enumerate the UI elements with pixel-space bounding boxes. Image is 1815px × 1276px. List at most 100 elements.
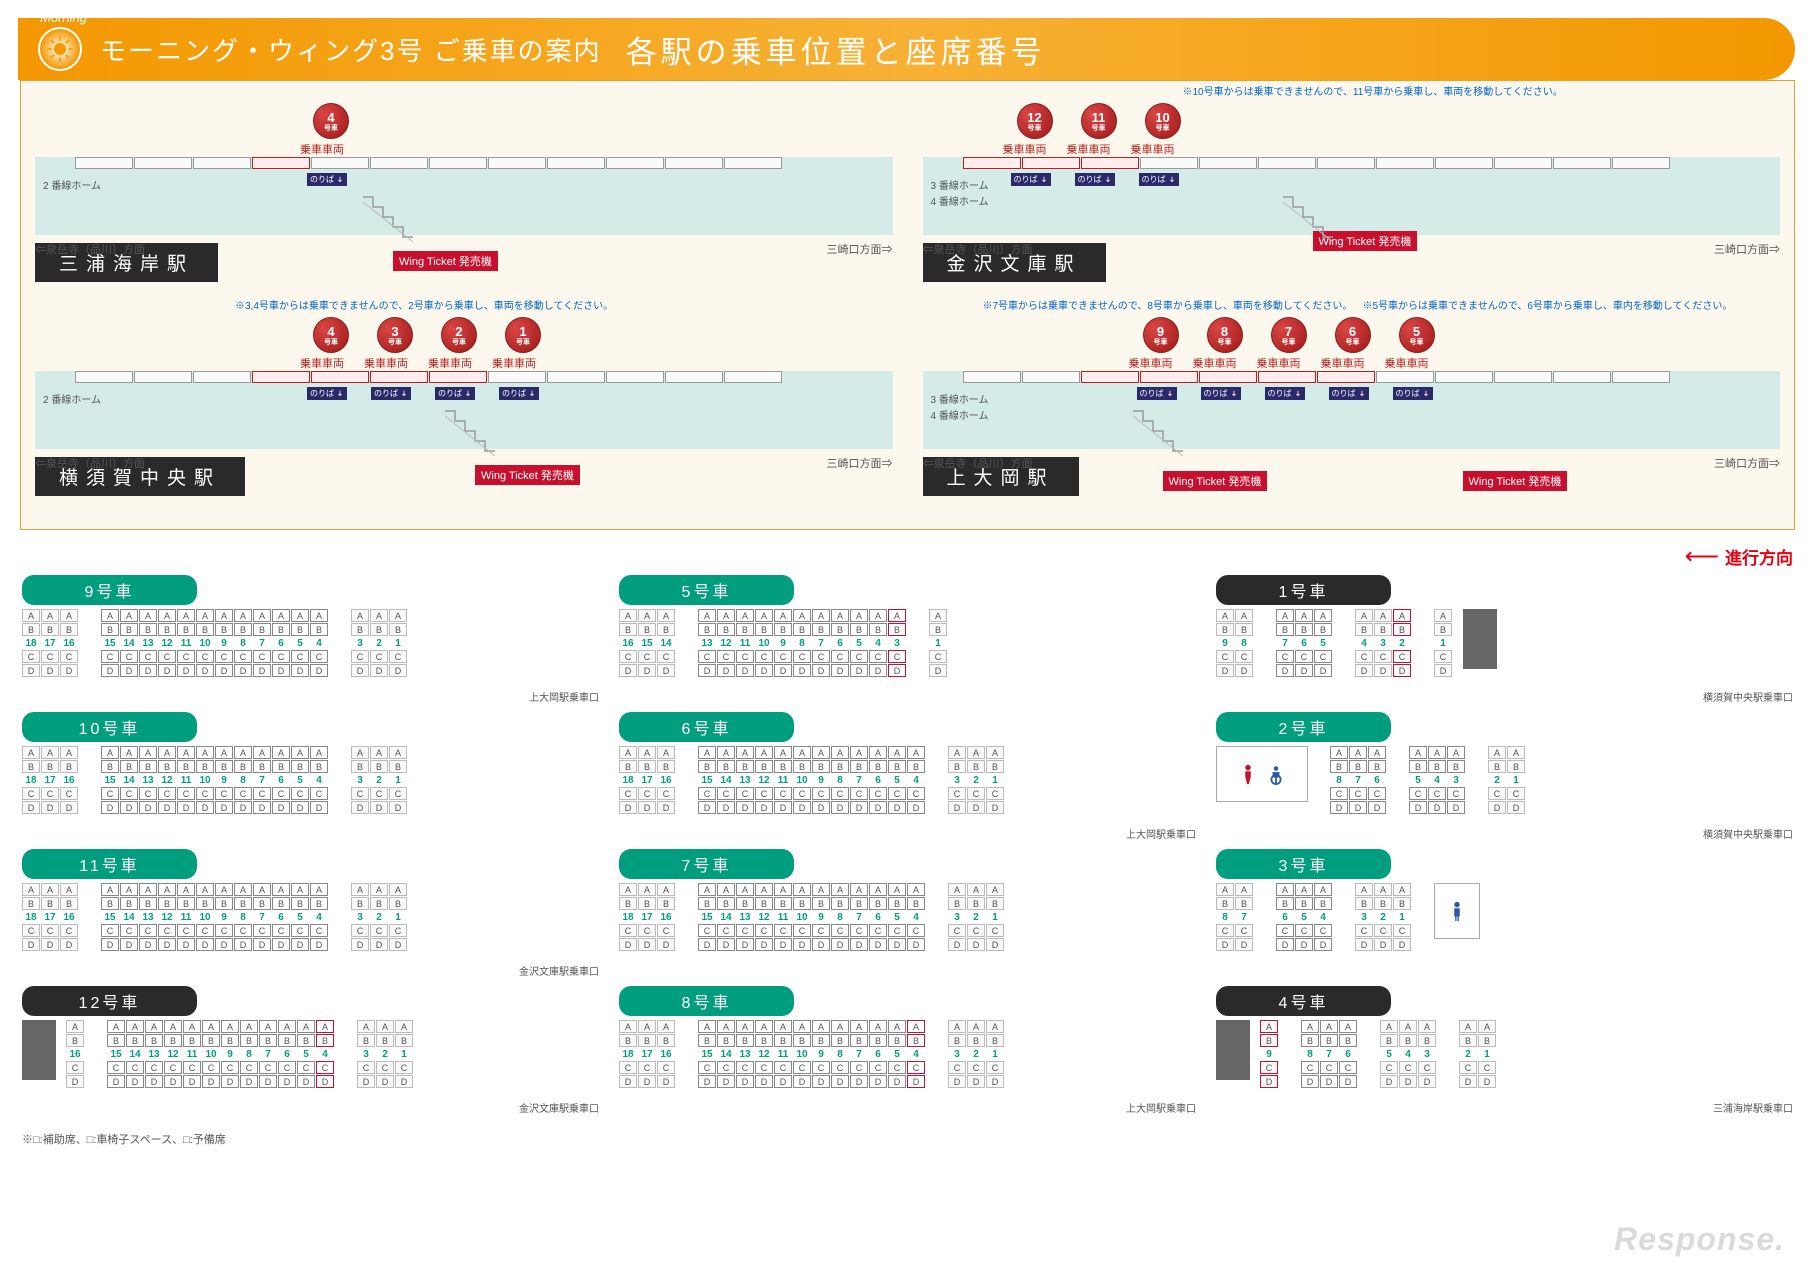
seat-number: 3 <box>954 911 960 924</box>
seat-14C: C <box>120 650 138 663</box>
seat-number: 18 <box>25 774 36 787</box>
seat-number: 8 <box>1222 911 1228 924</box>
seat-4D: D <box>1428 801 1446 814</box>
seat-number: 2 <box>1494 774 1500 787</box>
seat-8C: C <box>1330 787 1348 800</box>
seat-number: 8 <box>240 774 246 787</box>
seat-12C: C <box>755 787 773 800</box>
seat-6D: D <box>1295 664 1313 677</box>
seat-17B: B <box>41 623 59 636</box>
train-illustration <box>963 371 1671 385</box>
seat-13B: B <box>139 623 157 636</box>
seat-number: 16 <box>63 911 74 924</box>
seat-number: 15 <box>104 911 115 924</box>
train-car <box>370 371 428 383</box>
seat-6D: D <box>831 664 849 677</box>
seat-number: 9 <box>221 774 227 787</box>
seat-12D: D <box>164 1075 182 1088</box>
seat-5B: B <box>850 623 868 636</box>
seat-number: 5 <box>297 637 303 650</box>
seat-column-4: AB4CD <box>1314 883 1332 961</box>
seat-column-7: AB7CD <box>1276 609 1294 687</box>
seat-3A: A <box>948 883 966 896</box>
seat-1D: D <box>1434 664 1452 677</box>
seat-15C: C <box>698 787 716 800</box>
seat-7C: C <box>259 1061 277 1074</box>
train-car <box>606 157 664 169</box>
car-cell: 3号車 AB8CDAB7CDAB6CDAB5CDAB4CDAB3CDAB2CDA… <box>1216 849 1793 978</box>
seat-7A: A <box>1320 1020 1338 1033</box>
seat-1A: A <box>986 1020 1004 1033</box>
seat-number: 1 <box>395 774 401 787</box>
seat-number: 16 <box>63 774 74 787</box>
seat-7B: B <box>253 897 271 910</box>
seat-column-12: AB12CD <box>755 746 773 824</box>
seat-column-7: AB7CD <box>1235 883 1253 961</box>
seat-1D: D <box>1507 801 1525 814</box>
seat-8C: C <box>831 924 849 937</box>
seat-column-3: AB3CD <box>351 609 369 687</box>
seat-6D: D <box>272 801 290 814</box>
seat-number: 6 <box>875 774 881 787</box>
seat-7D: D <box>1235 938 1253 951</box>
seat-6D: D <box>1339 1075 1357 1088</box>
seat-10D: D <box>793 938 811 951</box>
seat-column-6: AB6CD <box>1368 746 1386 824</box>
seat-8C: C <box>831 787 849 800</box>
seat-column-14: AB14CD <box>717 746 735 824</box>
seat-number: 1 <box>395 911 401 924</box>
seat-column-8: AB8CD <box>240 1020 258 1098</box>
seat-3C: C <box>948 787 966 800</box>
seat-16D: D <box>60 938 78 951</box>
seat-5A: A <box>1295 883 1313 896</box>
door-label: 上大岡駅乗車口 <box>619 826 1196 841</box>
seat-8B: B <box>1216 897 1234 910</box>
seat-column-6: AB6CD <box>278 1020 296 1098</box>
seat-14D: D <box>120 664 138 677</box>
seat-number: 14 <box>720 911 731 924</box>
seat-4A: A <box>310 883 328 896</box>
seat-13D: D <box>736 938 754 951</box>
seat-6C: C <box>869 787 887 800</box>
seat-16A: A <box>619 609 637 622</box>
seat-11D: D <box>177 938 195 951</box>
seat-4B: B <box>869 623 887 636</box>
train-car <box>1494 157 1552 169</box>
seat-6A: A <box>272 746 290 759</box>
car-boarding-label: 乗車車両 <box>300 355 344 371</box>
seat-number: 12 <box>758 1048 769 1061</box>
seat-3D: D <box>351 664 369 677</box>
seat-7A: A <box>259 1020 277 1033</box>
seat-column-12: AB12CD <box>158 609 176 687</box>
seat-5C: C <box>888 787 906 800</box>
seat-column-13: AB13CD <box>698 609 716 687</box>
seat-column-11: AB11CD <box>774 746 792 824</box>
seat-6C: C <box>1295 650 1313 663</box>
seat-3B: B <box>351 623 369 636</box>
seat-10A: A <box>793 746 811 759</box>
seat-14D: D <box>120 938 138 951</box>
seat-number: 5 <box>1301 911 1307 924</box>
seat-14A: A <box>717 1020 735 1033</box>
seat-2A: A <box>1459 1020 1477 1033</box>
seat-number: 10 <box>796 911 807 924</box>
platform-label-2: 4 番線ホーム <box>931 407 989 422</box>
seat-number: 1 <box>992 774 998 787</box>
seat-number: 3 <box>1424 1048 1430 1061</box>
seat-14B: B <box>717 1034 735 1047</box>
seat-17C: C <box>41 650 59 663</box>
seat-10A: A <box>793 883 811 896</box>
seat-4A: A <box>316 1020 334 1033</box>
seat-7C: C <box>812 650 830 663</box>
seat-1B: B <box>1478 1034 1496 1047</box>
seat-1B: B <box>389 623 407 636</box>
seat-number: 6 <box>1282 911 1288 924</box>
train-car <box>1435 157 1493 169</box>
seat-number: 17 <box>44 774 55 787</box>
seat-1C: C <box>1478 1061 1496 1074</box>
seat-number: 8 <box>1307 1048 1313 1061</box>
seat-15A: A <box>101 746 119 759</box>
seat-6A: A <box>1295 609 1313 622</box>
seat-16B: B <box>657 760 675 773</box>
seat-6C: C <box>1339 1061 1357 1074</box>
